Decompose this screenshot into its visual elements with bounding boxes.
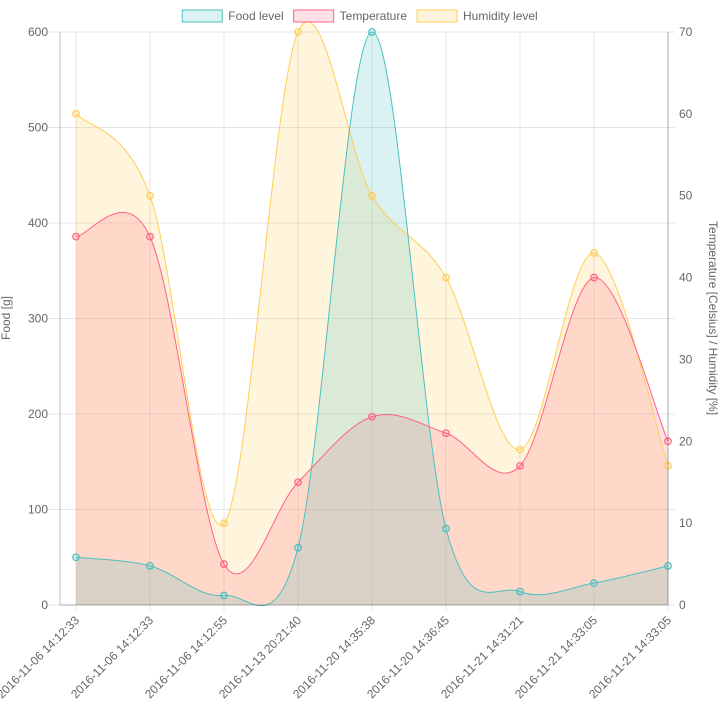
food-level-point	[442, 524, 450, 533]
legend-label: Food level	[228, 9, 283, 23]
food-level-point	[294, 543, 302, 552]
legend-item-humidity-level: Humidity level	[416, 9, 538, 23]
humidity-level-point	[72, 109, 80, 118]
temperature-point	[146, 232, 154, 241]
temperature-point	[516, 461, 524, 470]
food-level-point	[146, 561, 154, 570]
humidity-level-point	[516, 445, 524, 454]
humidity-level-point	[590, 249, 598, 257]
x-tick-label: 2016-11-06 14:12:55	[142, 613, 230, 701]
legend-label: Temperature	[340, 9, 408, 23]
temperature-point	[590, 273, 598, 282]
x-tick-label: 2016-11-21 14:31:21	[438, 613, 526, 701]
temperature-point	[72, 232, 80, 241]
x-tick-label: 2016-11-21 14:33:05	[586, 613, 674, 701]
series-areas	[76, 21, 668, 606]
food-level-point	[72, 553, 80, 562]
series-lines	[75, 21, 669, 607]
food-level-point	[590, 579, 598, 587]
x-tick-label: 2016-11-21 14:33:05	[512, 613, 600, 701]
y-right-tick-label: 0	[679, 598, 686, 612]
temperature-area	[76, 212, 668, 605]
humidity-level-line	[75, 21, 669, 526]
humidity-level-area	[76, 21, 668, 605]
y-right-tick-label: 30	[679, 352, 693, 366]
legend-item-temperature: Temperature	[293, 9, 408, 23]
humidity-level-point	[294, 28, 302, 36]
y-right-tick-label: 20	[679, 434, 693, 448]
y-left-tick-label: 100	[28, 503, 48, 517]
food-level-line	[75, 31, 669, 607]
y-left-tick-label: 300	[28, 312, 48, 326]
food-level-point	[220, 591, 228, 600]
food-level-point	[664, 561, 672, 570]
humidity-level-point	[368, 191, 376, 200]
temperature-point	[442, 429, 450, 438]
y-left-tick-label: 0	[41, 598, 48, 612]
temperature-line	[75, 211, 669, 575]
y-left-axis-title: Food [g]	[0, 296, 13, 340]
legend-swatch	[181, 9, 223, 23]
food-level-area	[76, 31, 668, 606]
legend-item-food-level: Food level	[181, 9, 284, 23]
y-left-tick-label: 500	[28, 121, 48, 135]
x-tick-label: 2016-11-20 14:35:38	[290, 613, 378, 701]
y-left-tick-label: 400	[28, 216, 48, 230]
grid-lines	[48, 31, 675, 611]
y-left-tick-label: 600	[28, 25, 48, 39]
y-right-axis-title: Temperature [Celsius] / Humidity [%]	[706, 221, 720, 415]
food-level-point	[368, 28, 376, 36]
legend-swatch	[293, 9, 335, 23]
y-left-tick-label: 200	[28, 407, 48, 421]
temperature-point	[220, 560, 228, 568]
y-right-tick-label: 60	[679, 107, 693, 121]
legend: Food level Temperature Humidity level	[181, 9, 538, 23]
y-right-tick-label: 10	[679, 516, 693, 530]
y-right-tick-label: 70	[679, 25, 693, 39]
humidity-level-point	[220, 519, 228, 528]
x-tick-label: 2016-11-06 14:12:33	[0, 613, 82, 701]
x-tick-label: 2016-11-13 20:21:40	[216, 613, 304, 701]
legend-swatch	[416, 9, 458, 23]
y-right-tick-label: 40	[679, 271, 693, 285]
temperature-point	[368, 412, 376, 421]
temperature-point	[664, 437, 672, 446]
humidity-level-point	[664, 461, 672, 470]
x-tick-label: 2016-11-20 14:36:45	[364, 613, 452, 701]
series-points	[72, 28, 672, 600]
humidity-level-point	[146, 191, 154, 200]
temperature-point	[294, 478, 302, 487]
y-right-tick-label: 50	[679, 189, 693, 203]
food-level-point	[516, 587, 524, 596]
legend-label: Humidity level	[463, 9, 538, 23]
humidity-level-point	[442, 273, 450, 282]
x-tick-label: 2016-11-06 14:12:33	[68, 613, 156, 701]
